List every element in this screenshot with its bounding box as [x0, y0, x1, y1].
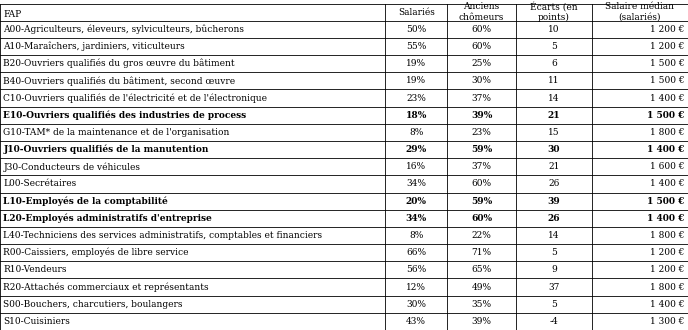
Text: 19%: 19% — [406, 59, 427, 68]
Text: L00-Secrétaires: L00-Secrétaires — [3, 180, 76, 188]
Text: 11: 11 — [548, 76, 559, 85]
Text: 65%: 65% — [471, 265, 492, 274]
Text: 8%: 8% — [409, 128, 423, 137]
Text: 10: 10 — [548, 25, 559, 34]
Text: 49%: 49% — [471, 282, 492, 291]
Text: 1 800 €: 1 800 € — [650, 282, 685, 291]
Text: FAP: FAP — [3, 11, 22, 19]
Text: 30%: 30% — [471, 76, 492, 85]
Text: 1 400 €: 1 400 € — [647, 214, 685, 223]
Text: C10-Ouvriers qualifiés de l'électricité et de l'électronique: C10-Ouvriers qualifiés de l'électricité … — [3, 93, 268, 103]
Text: 39%: 39% — [471, 317, 492, 326]
Text: 1 200 €: 1 200 € — [650, 42, 685, 51]
Text: 30: 30 — [548, 145, 560, 154]
Text: 5: 5 — [551, 248, 557, 257]
Text: 1 400 €: 1 400 € — [650, 300, 685, 309]
Text: 71%: 71% — [471, 248, 492, 257]
Text: R00-Caissiers, employés de libre service: R00-Caissiers, employés de libre service — [3, 248, 189, 257]
Text: 18%: 18% — [405, 111, 427, 120]
Text: 60%: 60% — [471, 42, 492, 51]
Text: Salaire médian
(salariés): Salaire médian (salariés) — [605, 2, 674, 22]
Text: 1 500 €: 1 500 € — [650, 59, 685, 68]
Text: 1 800 €: 1 800 € — [650, 231, 685, 240]
Text: 19%: 19% — [406, 76, 427, 85]
Text: 1 200 €: 1 200 € — [650, 265, 685, 274]
Text: 22%: 22% — [472, 231, 491, 240]
Text: Salariés: Salariés — [398, 8, 435, 16]
Text: E10-Ouvriers qualifiés des industries de process: E10-Ouvriers qualifiés des industries de… — [3, 111, 246, 120]
Text: 1 400 €: 1 400 € — [650, 180, 685, 188]
Text: 56%: 56% — [406, 265, 427, 274]
Text: 5: 5 — [551, 42, 557, 51]
Text: 39%: 39% — [471, 111, 493, 120]
Text: 50%: 50% — [406, 25, 427, 34]
Text: 1 400 €: 1 400 € — [647, 145, 685, 154]
Text: 59%: 59% — [471, 145, 492, 154]
Text: 43%: 43% — [406, 317, 427, 326]
Text: 26: 26 — [548, 214, 560, 223]
Text: A00-Agriculteurs, éleveurs, sylviculteurs, bûcherons: A00-Agriculteurs, éleveurs, sylviculteur… — [3, 25, 244, 34]
Text: 1 400 €: 1 400 € — [650, 94, 685, 103]
Text: 1 500 €: 1 500 € — [647, 197, 685, 206]
Text: 14: 14 — [548, 231, 559, 240]
Text: 12%: 12% — [406, 282, 427, 291]
Text: 15: 15 — [548, 128, 559, 137]
Text: 59%: 59% — [471, 197, 492, 206]
Text: 16%: 16% — [406, 162, 427, 171]
Text: R20-Attachés commerciaux et représentants: R20-Attachés commerciaux et représentant… — [3, 282, 209, 292]
Text: 6: 6 — [551, 59, 557, 68]
Text: -4: -4 — [550, 317, 558, 326]
Text: 1 300 €: 1 300 € — [650, 317, 685, 326]
Text: 25%: 25% — [471, 59, 492, 68]
Text: S00-Bouchers, charcutiers, boulangers: S00-Bouchers, charcutiers, boulangers — [3, 300, 183, 309]
Text: L10-Employés de la comptabilité: L10-Employés de la comptabilité — [3, 196, 168, 206]
Text: G10-TAM* de la maintenance et de l'organisation: G10-TAM* de la maintenance et de l'organ… — [3, 128, 230, 137]
Text: J10-Ouvriers qualifiés de la manutention: J10-Ouvriers qualifiés de la manutention — [3, 145, 209, 154]
Text: 1 200 €: 1 200 € — [650, 25, 685, 34]
Text: 37: 37 — [548, 282, 559, 291]
Text: 34%: 34% — [406, 180, 427, 188]
Text: S10-Cuisiniers: S10-Cuisiniers — [3, 317, 70, 326]
Text: 60%: 60% — [471, 214, 492, 223]
Text: B40-Ouvriers qualifiés du bâtiment, second œuvre: B40-Ouvriers qualifiés du bâtiment, seco… — [3, 76, 235, 85]
Text: L20-Employés administratifs d'entreprise: L20-Employés administratifs d'entreprise — [3, 214, 212, 223]
Text: 39: 39 — [548, 197, 560, 206]
Text: 23%: 23% — [472, 128, 491, 137]
Text: 26: 26 — [548, 180, 559, 188]
Text: R10-Vendeurs: R10-Vendeurs — [3, 265, 67, 274]
Text: 5: 5 — [551, 300, 557, 309]
Text: 1 200 €: 1 200 € — [650, 248, 685, 257]
Text: J30-Conducteurs de véhicules: J30-Conducteurs de véhicules — [3, 162, 140, 172]
Text: 20%: 20% — [406, 197, 427, 206]
Text: 21: 21 — [548, 162, 559, 171]
Text: A10-Maraîchers, jardiniers, viticulteurs: A10-Maraîchers, jardiniers, viticulteurs — [3, 42, 185, 51]
Text: 1 600 €: 1 600 € — [650, 162, 685, 171]
Text: 23%: 23% — [407, 94, 426, 103]
Text: Écarts (en
points): Écarts (en points) — [530, 2, 578, 22]
Text: 29%: 29% — [406, 145, 427, 154]
Text: 9: 9 — [551, 265, 557, 274]
Text: 21: 21 — [548, 111, 560, 120]
Text: 8%: 8% — [409, 231, 423, 240]
Text: 34%: 34% — [406, 214, 427, 223]
Text: 1 800 €: 1 800 € — [650, 128, 685, 137]
Text: 35%: 35% — [471, 300, 492, 309]
Text: B20-Ouvriers qualifiés du gros œuvre du bâtiment: B20-Ouvriers qualifiés du gros œuvre du … — [3, 59, 235, 68]
Text: 60%: 60% — [471, 25, 492, 34]
Text: 55%: 55% — [406, 42, 427, 51]
Text: 37%: 37% — [471, 94, 492, 103]
Text: L40-Techniciens des services administratifs, comptables et financiers: L40-Techniciens des services administrat… — [3, 231, 323, 240]
Text: 30%: 30% — [406, 300, 427, 309]
Text: 14: 14 — [548, 94, 559, 103]
Text: 1 500 €: 1 500 € — [650, 76, 685, 85]
Text: 60%: 60% — [471, 180, 492, 188]
Text: 37%: 37% — [471, 162, 492, 171]
Text: 66%: 66% — [406, 248, 427, 257]
Text: 1 500 €: 1 500 € — [647, 111, 685, 120]
Text: Anciens
chômeurs: Anciens chômeurs — [459, 2, 504, 22]
